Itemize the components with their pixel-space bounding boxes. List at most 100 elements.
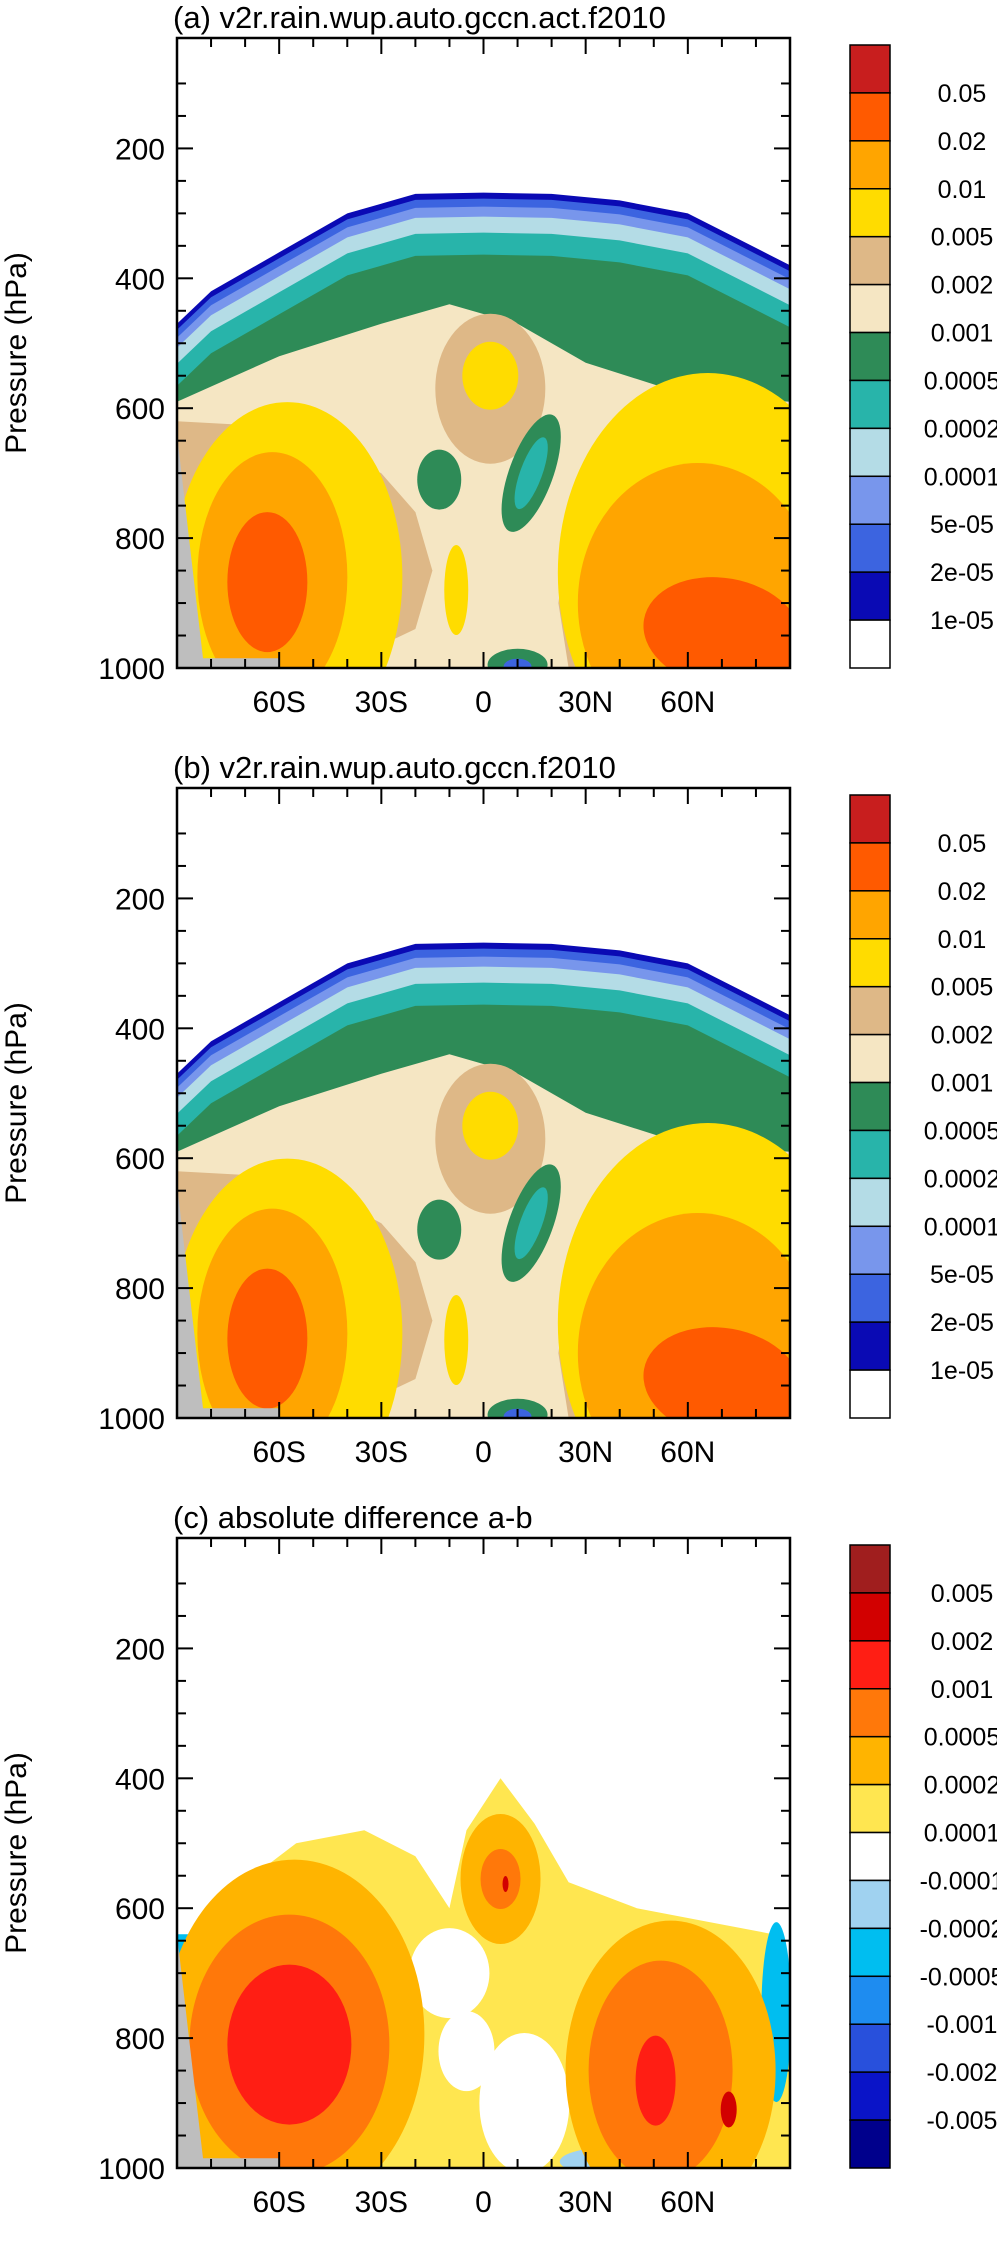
contour-band-0.0005	[487, 648, 548, 668]
contour-band-0.0002	[514, 1187, 548, 1260]
colorbar-swatch	[849, 2119, 891, 2169]
x-tick-label: 60N	[660, 1436, 715, 1469]
colorbar-label: 0.0001	[924, 463, 997, 491]
colorbar-label: 0.02	[938, 128, 987, 156]
colorbar-swatch	[849, 44, 891, 94]
colorbar-swatch	[849, 1592, 891, 1642]
colorbar-swatch	[849, 1177, 891, 1228]
colorbar-swatch	[849, 331, 891, 382]
colorbar-swatch	[849, 1688, 891, 1738]
colorbar-swatch	[849, 379, 891, 430]
y-tick-label: 1000	[98, 653, 165, 686]
contour-band-neg0.0001	[479, 2033, 570, 2168]
x-tick-label: 30N	[558, 1436, 613, 1469]
y-tick-label: 400	[115, 1013, 165, 1046]
x-tick-label: 60N	[660, 2186, 715, 2219]
x-tick-label: 0	[475, 2186, 492, 2219]
chart-svg: 200 400 600 800 1000 60S 30S 0 30N 60N (c) absolut…	[0, 1500, 997, 2219]
colorbar: -0.005 -0.002 -0.001 -0.0005 -0.0002 -0.0001 0…	[849, 1544, 997, 2169]
colorbar-label: 0.02	[938, 878, 987, 906]
colorbar-swatch	[849, 235, 891, 286]
x-tick-label: 60S	[252, 1436, 305, 1469]
contour-band-0.0005	[487, 1398, 548, 1418]
y-axis-label: Pressure (hPa)	[0, 252, 33, 454]
colorbar-swatch	[849, 1735, 891, 1786]
chart-title: (b) v2r.rain.wup.auto.gccn.f2010	[173, 750, 616, 785]
y-tick-label: 600	[115, 1893, 165, 1926]
colorbar-label: 5e-05	[930, 511, 994, 539]
contour-band-0.02	[227, 1268, 308, 1409]
colorbar-label: 0.0002	[924, 415, 997, 443]
colorbar-label: 0.0001	[924, 1213, 997, 1241]
colorbar-label: 0.002	[931, 272, 994, 300]
y-tick-label: 1000	[98, 1403, 165, 1436]
panel-a: 200 400 600 800 1000 60S 30S 0 30N 60N (a) v2r.rai…	[0, 0, 997, 748]
contour-band-0.02	[643, 1327, 790, 1418]
colorbar-swatch	[849, 140, 891, 190]
contour-field	[177, 1538, 790, 2168]
chart-title: (c) absolute difference a-b	[173, 1500, 533, 1535]
chart-title: (a) v2r.rain.wup.auto.gccn.act.f2010	[173, 0, 666, 35]
colorbar-swatch	[849, 985, 891, 1036]
colorbar-swatch	[849, 571, 891, 621]
colorbar-swatch	[849, 1879, 891, 1930]
x-tick-label: 0	[475, 1436, 492, 1469]
contour-band-neg0.0001	[438, 2011, 495, 2092]
colorbar-swatch	[849, 1783, 891, 1834]
colorbar-swatch	[849, 619, 891, 669]
contour-band-0.005	[444, 545, 469, 636]
contour-field	[177, 788, 790, 1418]
y-tick-label: 600	[115, 1143, 165, 1176]
contour-band-0.002	[720, 2091, 737, 2128]
colorbar-label: 0.002	[931, 1022, 994, 1050]
contour-band-0.0005	[417, 449, 462, 510]
colorbar-swatch	[849, 1321, 891, 1371]
colorbar-swatch	[849, 475, 891, 525]
colorbar-label: -0.0002	[920, 1915, 997, 1943]
x-tick-label: 30S	[355, 686, 408, 719]
colorbar-label: 0.0002	[924, 1772, 997, 1800]
colorbar-label: -0.001	[927, 2011, 997, 2039]
contour-band-0.005	[444, 1295, 469, 1386]
colorbar-swatch	[849, 1129, 891, 1180]
colorbar-swatch	[849, 1544, 891, 1594]
x-tick-label: 0	[475, 686, 492, 719]
colorbar-label: -0.002	[927, 2059, 997, 2087]
colorbar-label: 1e-05	[930, 607, 994, 635]
y-tick-label: 200	[115, 883, 165, 916]
colorbar-label: 0.005	[931, 1580, 994, 1608]
colorbar-swatch	[849, 1640, 891, 1690]
colorbar-label: 0.002	[931, 1628, 994, 1656]
panel-c: 200 400 600 800 1000 60S 30S 0 30N 60N (c) absolut…	[0, 1500, 997, 2248]
chart-svg: 200 400 600 800 1000 60S 30S 0 30N 60N (a) v2r.rai…	[0, 0, 997, 719]
topography-mask	[177, 434, 280, 668]
colorbar-swatch	[849, 1369, 891, 1419]
y-tick-label: 800	[115, 2023, 165, 2056]
colorbar-swatch	[849, 1975, 891, 2025]
y-tick-label: 1000	[98, 2153, 165, 2186]
colorbar-swatch	[849, 1273, 891, 1323]
contour-band-0.005	[462, 1091, 519, 1160]
topography-mask	[177, 1934, 280, 2168]
contour-field	[177, 38, 790, 668]
contour-band-0.02	[227, 512, 308, 653]
colorbar-label: 0.005	[931, 974, 994, 1002]
x-tick-label: 30S	[355, 1436, 408, 1469]
contour-band-0.001	[227, 1964, 352, 2125]
colorbar-label: 0.05	[938, 80, 987, 108]
contour-band-0.002	[502, 1875, 509, 1892]
colorbar-label: 0.01	[938, 176, 987, 204]
topography-mask	[177, 1184, 280, 1418]
colorbar-label: 0.001	[931, 1676, 994, 1704]
x-tick-label: 60N	[660, 686, 715, 719]
colorbar-label: 0.0005	[924, 367, 997, 395]
contour-band-neg0.0001	[409, 1928, 490, 2019]
y-tick-label: 600	[115, 393, 165, 426]
colorbar: 1e-05 2e-05 5e-05 0.0001 0.0002 0.0005 0.001 0.…	[849, 794, 997, 1419]
colorbar-label: 2e-05	[930, 1309, 994, 1337]
contour-band-0.0005	[417, 1199, 462, 1260]
colorbar-label: 0.0002	[924, 1165, 997, 1193]
panel-b: 200 400 600 800 1000 60S 30S 0 30N 60N (b) v2r.rai…	[0, 750, 997, 1498]
colorbar-swatch	[849, 794, 891, 844]
colorbar-label: 0.0005	[924, 1117, 997, 1145]
